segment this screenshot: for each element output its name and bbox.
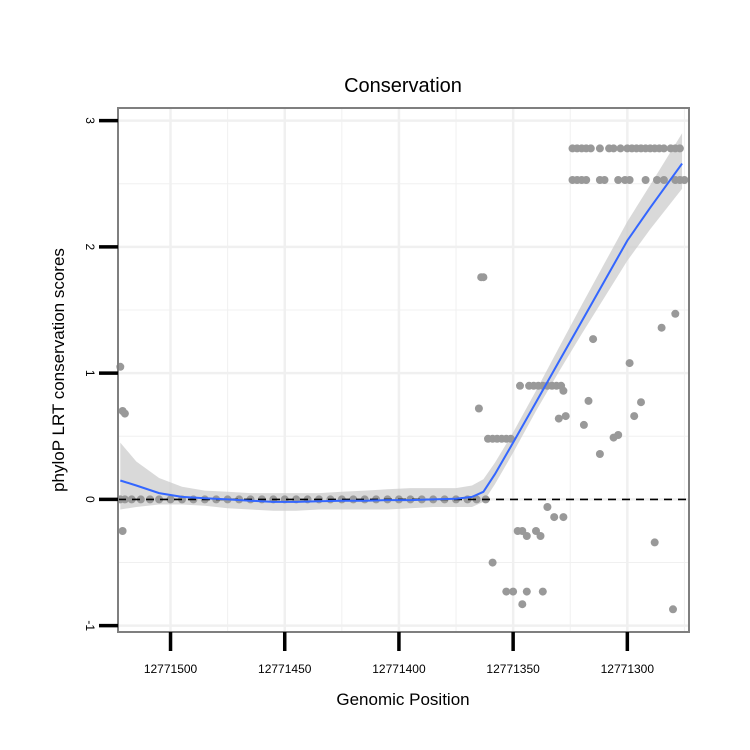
- data-point: [543, 503, 552, 511]
- data-point: [630, 412, 639, 421]
- data-point: [118, 527, 127, 535]
- data-point: [680, 176, 689, 184]
- y-tick-label: 2: [83, 244, 97, 251]
- data-point: [595, 450, 604, 458]
- data-point: [600, 176, 609, 184]
- data-point: [518, 600, 527, 609]
- x-tick-label: 12771300: [601, 662, 655, 676]
- data-point: [589, 335, 598, 344]
- data-point: [166, 495, 175, 504]
- data-point: [653, 176, 661, 184]
- data-point: [136, 495, 145, 504]
- data-point: [522, 532, 531, 540]
- x-axis-title: Genomic Position: [336, 690, 469, 709]
- y-tick-label: -1: [83, 620, 97, 631]
- data-point: [616, 144, 625, 153]
- x-axis: 12771500 12771450 12771400 12771350 12771300: [144, 632, 655, 676]
- data-point: [559, 386, 568, 395]
- data-point: [641, 176, 650, 184]
- data-point: [659, 144, 668, 153]
- smooth-line-layer: [120, 163, 683, 503]
- data-point: [502, 587, 511, 596]
- data-point: [522, 587, 531, 596]
- y-tick-label: 0: [83, 496, 97, 503]
- data-point: [657, 323, 666, 332]
- data-point: [561, 412, 570, 421]
- data-point: [474, 404, 483, 413]
- smooth-line: [120, 163, 683, 503]
- data-point: [584, 396, 593, 405]
- data-point: [659, 176, 668, 184]
- data-point: [472, 495, 481, 504]
- data-point: [559, 513, 568, 522]
- chart-title: Conservation: [344, 75, 462, 97]
- points-layer: [116, 144, 689, 614]
- y-axis-title: phyloP LRT conservation scores: [49, 248, 68, 492]
- data-point: [582, 176, 591, 184]
- data-point: [650, 538, 659, 547]
- data-point: [516, 381, 524, 390]
- data-point: [506, 434, 515, 443]
- data-point: [614, 176, 623, 184]
- data-point: [155, 495, 164, 504]
- panel-border: [117, 107, 690, 633]
- data-point: [637, 398, 645, 407]
- data-point: [609, 144, 618, 153]
- data-point: [586, 144, 595, 153]
- gridlines: [118, 108, 689, 632]
- data-point: [550, 513, 559, 522]
- data-point: [509, 587, 518, 596]
- y-tick-label: 1: [83, 370, 97, 377]
- x-tick-label: 12771400: [372, 662, 426, 676]
- data-point: [479, 273, 488, 282]
- data-point: [595, 144, 604, 153]
- data-point: [579, 420, 588, 429]
- data-point: [488, 558, 497, 567]
- data-point: [625, 176, 634, 184]
- x-tick-label: 12771350: [486, 662, 540, 676]
- x-tick-label: 12771500: [144, 662, 198, 676]
- data-point: [538, 587, 547, 596]
- x-tick-label: 12771450: [258, 662, 312, 676]
- y-axis: -1 0 1 2 3: [83, 117, 118, 631]
- data-point: [127, 495, 136, 504]
- data-point: [536, 532, 545, 540]
- data-point: [671, 309, 680, 318]
- data-point: [625, 359, 634, 368]
- y-tick-label: 3: [83, 117, 97, 124]
- data-point: [675, 144, 684, 153]
- data-point: [614, 431, 623, 439]
- data-point: [554, 414, 563, 423]
- data-point: [669, 605, 677, 614]
- data-point: [120, 409, 129, 418]
